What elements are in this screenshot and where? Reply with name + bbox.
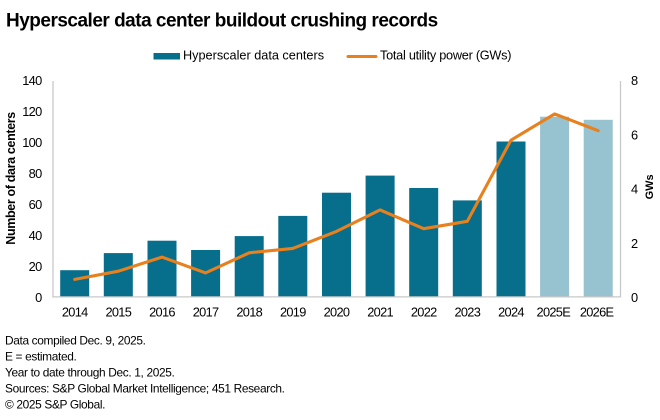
svg-text:2014: 2014 (62, 304, 88, 319)
svg-text:2017: 2017 (193, 304, 219, 319)
svg-text:80: 80 (29, 166, 42, 181)
svg-text:Sources: S&P Global Market Int: Sources: S&P Global Market Intelligence;… (5, 382, 285, 396)
svg-text:Hyperscaler data center buildo: Hyperscaler data center buildout crushin… (6, 11, 438, 32)
svg-text:140: 140 (22, 73, 42, 88)
svg-text:40: 40 (29, 228, 42, 243)
svg-text:100: 100 (22, 135, 42, 150)
svg-text:120: 120 (22, 104, 42, 119)
svg-text:2015: 2015 (105, 304, 131, 319)
svg-text:2: 2 (631, 236, 638, 251)
svg-text:2021: 2021 (367, 304, 393, 319)
svg-text:20: 20 (29, 259, 42, 274)
svg-text:2020: 2020 (324, 304, 350, 319)
svg-text:4: 4 (631, 182, 638, 197)
svg-text:2016: 2016 (149, 304, 175, 319)
svg-text:6: 6 (631, 128, 638, 143)
svg-text:0: 0 (35, 290, 42, 305)
svg-text:0: 0 (631, 290, 638, 305)
svg-text:2018: 2018 (236, 304, 262, 319)
svg-text:GWs: GWs (644, 174, 656, 199)
svg-text:60: 60 (29, 197, 42, 212)
svg-text:2023: 2023 (454, 304, 480, 319)
svg-text:2019: 2019 (280, 304, 306, 319)
svg-text:Year to date through Dec. 1, 2: Year to date through Dec. 1, 2025. (5, 366, 175, 380)
svg-text:Total utility power (GWs): Total utility power (GWs) (380, 49, 511, 63)
svg-text:Number of dara centers: Number of dara centers (4, 112, 18, 245)
svg-text:Hyperscaler data centers: Hyperscaler data centers (183, 49, 324, 63)
svg-text:2026E: 2026E (580, 304, 614, 319)
svg-text:8: 8 (631, 73, 638, 88)
svg-text:2024: 2024 (498, 304, 524, 319)
svg-text:E = estimated.: E = estimated. (5, 350, 76, 364)
svg-text:Data compiled Dec. 9, 2025.: Data compiled Dec. 9, 2025. (5, 334, 146, 348)
svg-text:2022: 2022 (411, 304, 437, 319)
svg-text:2025E: 2025E (537, 304, 571, 319)
svg-text:© 2025 S&P Global.: © 2025 S&P Global. (5, 398, 105, 412)
